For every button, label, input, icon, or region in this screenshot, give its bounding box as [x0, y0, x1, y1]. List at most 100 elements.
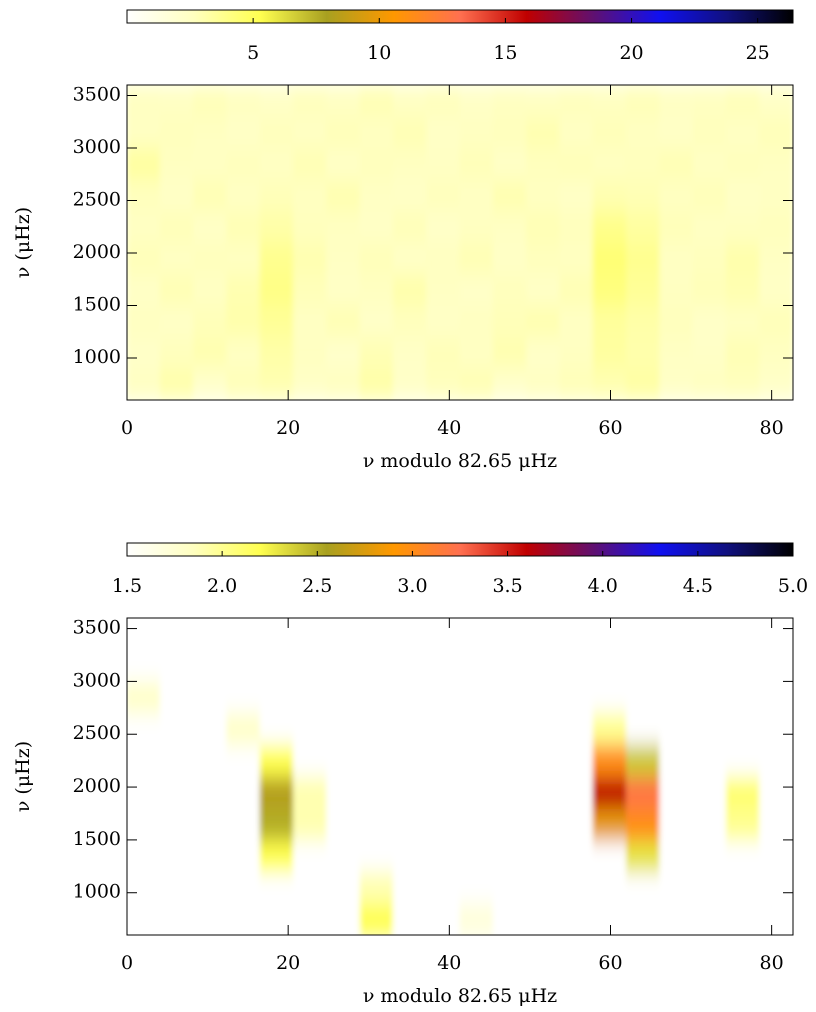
heatmap-cell	[293, 85, 328, 117]
heatmap-cell	[193, 902, 228, 935]
colorbar-tick-label: 2.5	[302, 575, 332, 597]
heatmap-cell	[226, 744, 261, 777]
heatmap-cell	[492, 871, 528, 904]
plot-frame	[126, 617, 794, 936]
heatmap-cell	[127, 336, 161, 369]
heatmap-cell	[626, 368, 661, 400]
heatmap-cell	[392, 618, 428, 651]
heatmap-cell	[193, 305, 228, 338]
heatmap-cell	[759, 242, 793, 275]
heatmap-cell	[659, 210, 694, 243]
heatmap-cell	[659, 273, 694, 306]
heatmap-cell	[592, 744, 627, 777]
heatmap-cell	[359, 744, 394, 777]
y-tick-label: 2500	[73, 722, 121, 744]
heatmap-cell	[626, 902, 661, 935]
heatmap-cell	[293, 210, 328, 243]
heatmap-cell	[326, 680, 361, 714]
heatmap-cell	[626, 179, 661, 212]
heatmap-cell	[759, 902, 793, 935]
heatmap-cell	[359, 649, 394, 682]
heatmap-cell	[459, 902, 494, 935]
heatmap-cell	[626, 85, 661, 117]
heatmap-cell	[759, 871, 793, 904]
heatmap-cell	[659, 179, 694, 212]
heatmap-cell	[326, 807, 361, 841]
heatmap-cell	[226, 871, 261, 904]
heatmap-cell	[226, 712, 261, 746]
heatmap-cell	[259, 649, 295, 682]
heatmap-cell	[725, 680, 761, 714]
x-tick-label: 0	[121, 417, 133, 439]
x-tick-label: 80	[760, 417, 784, 439]
heatmap-cell	[127, 618, 161, 651]
heatmap-cell	[592, 680, 627, 714]
heatmap-cell	[592, 649, 627, 682]
heatmap-cell	[692, 902, 727, 935]
y-tick-label: 3000	[73, 136, 121, 158]
heatmap-cell	[293, 336, 328, 369]
heatmap-cell	[127, 116, 161, 149]
heatmap-cell	[326, 902, 361, 935]
heatmap-cell	[692, 305, 727, 338]
heatmap-cell	[626, 744, 661, 777]
heatmap-cell	[759, 839, 793, 873]
heatmap-cell	[692, 744, 727, 777]
heatmap-cell	[226, 336, 261, 369]
heatmap-cell	[459, 368, 494, 400]
heatmap-cell	[293, 242, 328, 275]
heatmap-cell	[759, 776, 793, 809]
heatmap-cell	[259, 776, 295, 809]
heatmap-cell	[392, 242, 428, 275]
heatmap-cell	[692, 839, 727, 873]
heatmap-cell	[159, 871, 195, 904]
heatmap-cell	[626, 147, 661, 180]
heatmap-cell	[159, 305, 195, 338]
heatmap-cell	[492, 210, 528, 243]
heatmap-cell	[159, 179, 195, 212]
heatmap-cell	[759, 179, 793, 212]
heatmap-cell	[426, 807, 461, 841]
y-tick-label: 1500	[73, 828, 121, 850]
heatmap-cell	[526, 902, 561, 935]
heatmap-cell	[226, 85, 261, 117]
heatmap-cell	[626, 273, 661, 306]
colorbar	[126, 542, 794, 557]
heatmap-cell	[492, 242, 528, 275]
heatmap-cell	[592, 839, 627, 873]
colorbar-tick-label: 20	[619, 42, 643, 64]
x-tick-label: 20	[276, 952, 300, 974]
heatmap-cell	[459, 305, 494, 338]
heatmap-cell	[359, 807, 394, 841]
heatmap-cell	[392, 179, 428, 212]
heatmap-cell	[193, 712, 228, 746]
heatmap-cell	[492, 902, 528, 935]
heatmap-cell	[359, 902, 394, 935]
heatmap-cell	[392, 273, 428, 306]
heatmap-cell	[526, 839, 561, 873]
heatmap-cell	[592, 807, 627, 841]
heatmap-cell	[259, 273, 295, 306]
heatmap-cell	[492, 618, 528, 651]
heatmap-cell	[226, 902, 261, 935]
colorbar-tick-label: 5.0	[778, 575, 808, 597]
heatmap-cell	[359, 776, 394, 809]
heatmap-cell	[492, 147, 528, 180]
heatmap-cell	[725, 618, 761, 651]
y-tick-label: 1000	[73, 881, 121, 903]
heatmap-cell	[359, 368, 394, 400]
heatmap-cell	[127, 807, 161, 841]
colorbar-tick-label: 1.5	[112, 575, 142, 597]
heatmap-cell	[459, 712, 494, 746]
heatmap-cell	[459, 336, 494, 369]
heatmap-cell	[759, 712, 793, 746]
heatmap-cell	[392, 336, 428, 369]
heatmap-cell	[559, 336, 594, 369]
heatmap-cell	[127, 680, 161, 714]
heatmap-cell	[492, 807, 528, 841]
heatmap-cell	[293, 618, 328, 651]
heatmap-cell	[459, 618, 494, 651]
heatmap-cell	[559, 147, 594, 180]
heatmap-cell	[426, 649, 461, 682]
heatmap-cell	[226, 618, 261, 651]
